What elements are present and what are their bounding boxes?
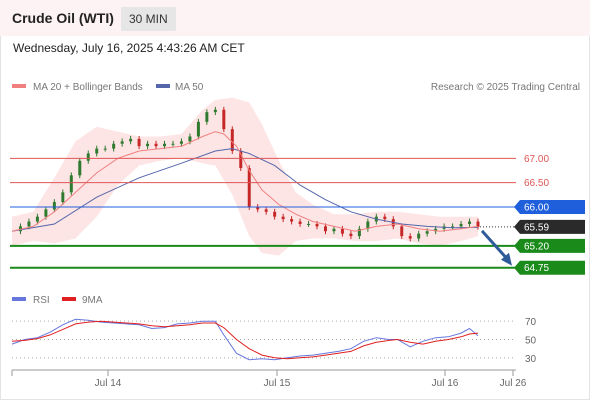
candle-body [179,141,183,144]
rsi-ma-line [11,320,479,360]
candle-body [86,153,90,161]
ma20-legend-label: MA 20 + Bollinger Bands [33,82,143,93]
rsi-ma-legend-label: 9MA [82,295,103,306]
candle-body [27,221,31,227]
level-tag-66-00 [514,199,585,214]
candle-body [408,236,412,239]
forecast-arrow-shaft [480,229,509,260]
price-plot [11,97,480,256]
report-datetime: Wednesday, July 16, 2025 4:43:26 AM CET [13,41,245,55]
candle-body [154,143,158,147]
rsi-tick-label-70: 70 [525,317,537,328]
level-tag-65-20 [514,238,585,253]
candle-body [256,206,260,210]
level-tag-64-75 [514,260,585,275]
candle-body [357,228,361,237]
candle-body [222,109,226,130]
candle-body [69,175,73,193]
candle-body [425,231,429,234]
candle-body [171,143,175,145]
copyright-label: Research © 2025 Trading Central [431,82,580,93]
candle-body [366,221,370,229]
rsi-plot: 70 50 30 [11,317,537,365]
candle-body [290,219,294,222]
candle-body [273,211,277,217]
candle-body [78,160,82,176]
candle-body [298,221,302,224]
ma50-line [11,148,479,232]
candle-body [95,148,99,154]
candle-body [315,223,319,227]
candle-body [417,233,421,239]
ma50-legend-label: MA 50 [175,82,204,93]
x-tick-label-2: Jul 16 [432,378,459,389]
candle-body [120,141,124,144]
header-bar: Crude Oil (WTI) 30 MIN [0,0,590,36]
candle-body [247,168,251,207]
forecast-arrow-head [501,252,512,266]
candle-body [230,129,234,152]
x-tick-label-0: Jul 14 [95,378,122,389]
x-tick-label-1: Jul 15 [264,378,291,389]
rsi-legend: RSI 9MA [12,295,103,306]
rsi-tick-label-50: 50 [525,336,537,347]
candle-body [137,138,141,147]
x-tick-label-3: Jul 26 [500,378,527,389]
level-label-64-75: 64.75 [524,263,549,274]
x-axis: Jul 14 Jul 15 Jul 16 Jul 26 [11,369,527,389]
candle-body [468,221,472,224]
level-label-67-00: 67.00 [524,154,549,165]
instrument-title: Crude Oil (WTI) [12,10,114,26]
candle-body [61,192,65,203]
candle-body [146,143,150,147]
candle-body [451,226,455,228]
price-legend: MA 20 + Bollinger Bands MA 50 Research ©… [12,82,580,93]
candle-body [129,138,133,142]
candle-body [340,228,344,234]
candle-body [400,226,404,237]
price-levels: 67.00 66.50 66.00 65.59 65.20 64.75 [10,154,585,275]
rsi-tick-label-30: 30 [525,354,537,365]
bollinger-band-area [12,97,478,256]
candle-body [163,143,167,147]
candle-body [35,216,39,222]
candle-body [103,148,107,150]
rsi-legend-label: RSI [33,295,50,306]
candle-body [196,121,200,137]
level-label-65-20: 65.20 [524,241,549,252]
timeframe-badge[interactable]: 30 MIN [121,7,176,31]
level-tag-65-59 [514,219,585,234]
candle-body [264,209,268,212]
candle-body [332,228,336,232]
level-label-65-59: 65.59 [524,222,549,233]
candle-body [323,226,327,232]
candle-body [349,233,353,237]
candle-body [112,143,116,149]
candle-body [476,221,480,227]
candle-body [52,202,56,210]
level-label-66-00: 66.00 [524,202,549,213]
candle-body [213,109,217,113]
rsi-line [11,318,479,361]
level-label-66-50: 66.50 [524,178,549,189]
candle-body [434,228,438,232]
candle-body [239,151,243,169]
candle-body [307,223,311,225]
candle-body [281,216,285,220]
candle-body [44,209,48,217]
candle-body [383,216,387,220]
candle-body [205,112,209,122]
candle-body [459,223,463,227]
candle-body [188,136,192,142]
